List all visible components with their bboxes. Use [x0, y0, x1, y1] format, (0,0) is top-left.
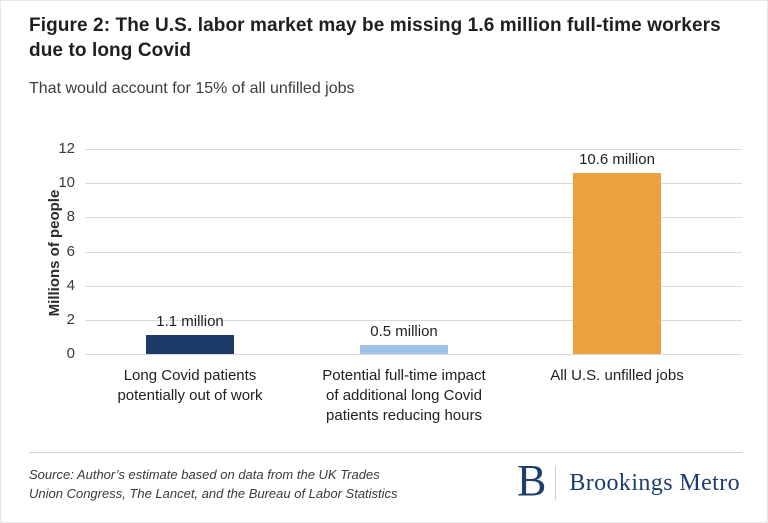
bar-value-label: 1.1 million: [156, 313, 224, 331]
gridline: [85, 183, 742, 185]
y-tick-label: 12: [58, 140, 75, 157]
category-label-line: of additional long Covid: [326, 387, 482, 404]
y-tick-label: 4: [66, 276, 75, 294]
gridline: [85, 217, 742, 219]
gridline: [85, 149, 742, 150]
figure-subtitle: That would account for 15% of all unfill…: [29, 80, 355, 97]
bar: [573, 172, 661, 354]
category-label-line: potentially out of work: [117, 387, 263, 404]
y-tick-label: 0: [66, 345, 75, 362]
brookings-logo-mark: B: [516, 456, 547, 505]
logo-divider: [555, 466, 557, 500]
category-label: All U.S. unfilled jobs: [512, 366, 722, 386]
y-tick-label: 8: [66, 208, 75, 226]
gridline: [85, 251, 742, 253]
brookings-logo-text: Brookings Metro: [569, 469, 740, 496]
brookings-metro-logo: B Brookings Metro: [516, 456, 740, 505]
gridline: [85, 319, 742, 321]
gridline: [85, 354, 742, 355]
y-tick-label: 10: [58, 174, 75, 192]
bar-value-label: 10.6 million: [579, 150, 655, 168]
category-label-line: All U.S. unfilled jobs: [550, 367, 684, 384]
category-label-line: Long Covid patients: [123, 367, 257, 384]
gridline: [85, 285, 742, 287]
bar: [146, 335, 234, 354]
footer-divider: [29, 452, 742, 453]
category-label-line: Potential full-time impact: [322, 367, 486, 384]
category-label: Potential full-time impact of additional …: [299, 366, 509, 426]
category-label-line: patients reducing hours: [326, 407, 482, 424]
source-note: Source: Author’s estimate based on data …: [29, 466, 469, 503]
figure-title: Figure 2: The U.S. labor market may be m…: [29, 15, 721, 62]
category-label: Long Covid patients potentially out of wo…: [85, 366, 295, 406]
bar-value-label: 0.5 million: [370, 323, 438, 341]
bar: [360, 345, 448, 354]
source-note-line-1: Source: Author’s estimate based on data …: [29, 467, 380, 482]
y-tick-label: 6: [66, 242, 75, 260]
source-note-line-2: Union Congress, The Lancet, and the Bure…: [29, 485, 398, 501]
y-tick-label: 2: [66, 310, 75, 328]
